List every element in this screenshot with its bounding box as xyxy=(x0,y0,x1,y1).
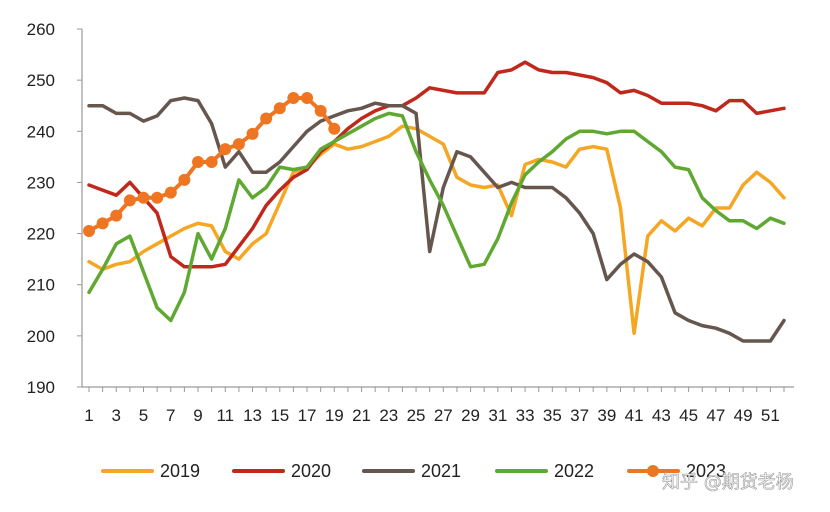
legend-label: 2023 xyxy=(686,461,726,481)
data-point-2023 xyxy=(96,217,109,230)
y-tick-label: 250 xyxy=(27,71,55,90)
data-point-2023 xyxy=(151,191,164,204)
y-tick-label: 240 xyxy=(27,122,55,141)
data-point-2023 xyxy=(110,209,123,222)
y-tick-label: 190 xyxy=(27,378,55,397)
series-line-2020 xyxy=(87,60,786,269)
x-tick-labels: 1 3 5 7 9 11 13 15 17 19 21 23 25 27 29 31 33 35 37 39 41 43 4… xyxy=(84,406,780,425)
y-tick-label: 260 xyxy=(27,20,55,39)
series-lines xyxy=(83,60,786,343)
x-tick-label: 21 xyxy=(352,406,371,425)
x-tick-label: 23 xyxy=(379,406,398,425)
data-point-2023 xyxy=(83,225,95,238)
legend-label: 2020 xyxy=(291,461,331,481)
x-tick-label: 43 xyxy=(652,406,671,425)
series-2019 xyxy=(87,124,786,336)
x-tick-label: 25 xyxy=(407,406,426,425)
data-point-2023 xyxy=(205,155,218,168)
x-tick-label: 3 xyxy=(112,406,121,425)
data-point-2023 xyxy=(178,173,191,186)
data-point-2023 xyxy=(232,138,245,151)
legend-item-2021: 2021 xyxy=(362,461,461,481)
data-point-2023 xyxy=(287,92,300,105)
data-point-2023 xyxy=(164,186,177,199)
y-tick-label: 200 xyxy=(27,327,55,346)
legend-label: 2022 xyxy=(554,461,594,481)
series-line-2022 xyxy=(87,111,786,323)
x-tick-label: 33 xyxy=(516,406,535,425)
x-tick-label: 11 xyxy=(216,406,234,425)
watermark: 知乎 @期货老杨 xyxy=(662,472,794,493)
x-tick-label: 5 xyxy=(139,406,148,425)
legend-label: 2019 xyxy=(160,461,200,481)
x-tick-label: 35 xyxy=(543,406,562,425)
data-point-2023 xyxy=(219,143,232,156)
series-2021 xyxy=(87,96,786,343)
data-point-2023 xyxy=(123,194,136,207)
axes xyxy=(77,28,794,392)
x-tick-label: 45 xyxy=(679,406,698,425)
data-point-2023 xyxy=(301,92,314,105)
data-point-2023 xyxy=(273,102,286,115)
data-point-2023 xyxy=(246,127,259,140)
data-point-2023 xyxy=(328,122,341,135)
x-tick-label: 17 xyxy=(298,406,317,425)
legend-item-2023: 2023 xyxy=(627,461,726,481)
data-point-2023 xyxy=(260,112,273,125)
legend-item-2022: 2022 xyxy=(495,461,594,481)
y-tick-label: 230 xyxy=(27,173,55,192)
x-tick-label: 41 xyxy=(625,406,644,425)
legend-marker xyxy=(647,465,659,477)
series-2020 xyxy=(87,60,786,269)
x-tick-label: 27 xyxy=(434,406,453,425)
x-tick-label: 15 xyxy=(270,406,289,425)
y-tick-label: 210 xyxy=(27,276,55,295)
series-2022 xyxy=(87,111,786,323)
series-2023 xyxy=(83,92,341,238)
x-tick-label: 29 xyxy=(461,406,480,425)
series-line-2019 xyxy=(87,124,786,336)
x-tick-label: 9 xyxy=(193,406,202,425)
legend: 2019 2020 2021 2022 2023 xyxy=(101,461,726,481)
legend-item-2019: 2019 xyxy=(101,461,200,481)
x-tick-label: 49 xyxy=(734,406,753,425)
legend-label: 2021 xyxy=(421,461,461,481)
x-tick-label: 37 xyxy=(570,406,589,425)
x-tick-label: 47 xyxy=(706,406,725,425)
x-tick-label: 31 xyxy=(488,406,507,425)
data-point-2023 xyxy=(314,104,327,117)
x-tick-label: 39 xyxy=(597,406,616,425)
legend-item-2020: 2020 xyxy=(232,461,331,481)
data-point-2023 xyxy=(137,191,150,204)
data-point-2023 xyxy=(192,155,205,168)
x-tick-label: 7 xyxy=(166,406,175,425)
x-tick-label: 1 xyxy=(84,406,93,425)
series-line-2021 xyxy=(87,96,786,343)
x-tick-label: 13 xyxy=(243,406,262,425)
y-tick-label: 220 xyxy=(27,225,55,244)
x-tick-label: 19 xyxy=(325,406,344,425)
y-tick-labels: 190 200 210 220 230 240 250 260 xyxy=(27,20,55,397)
x-tick-label: 51 xyxy=(761,406,780,425)
